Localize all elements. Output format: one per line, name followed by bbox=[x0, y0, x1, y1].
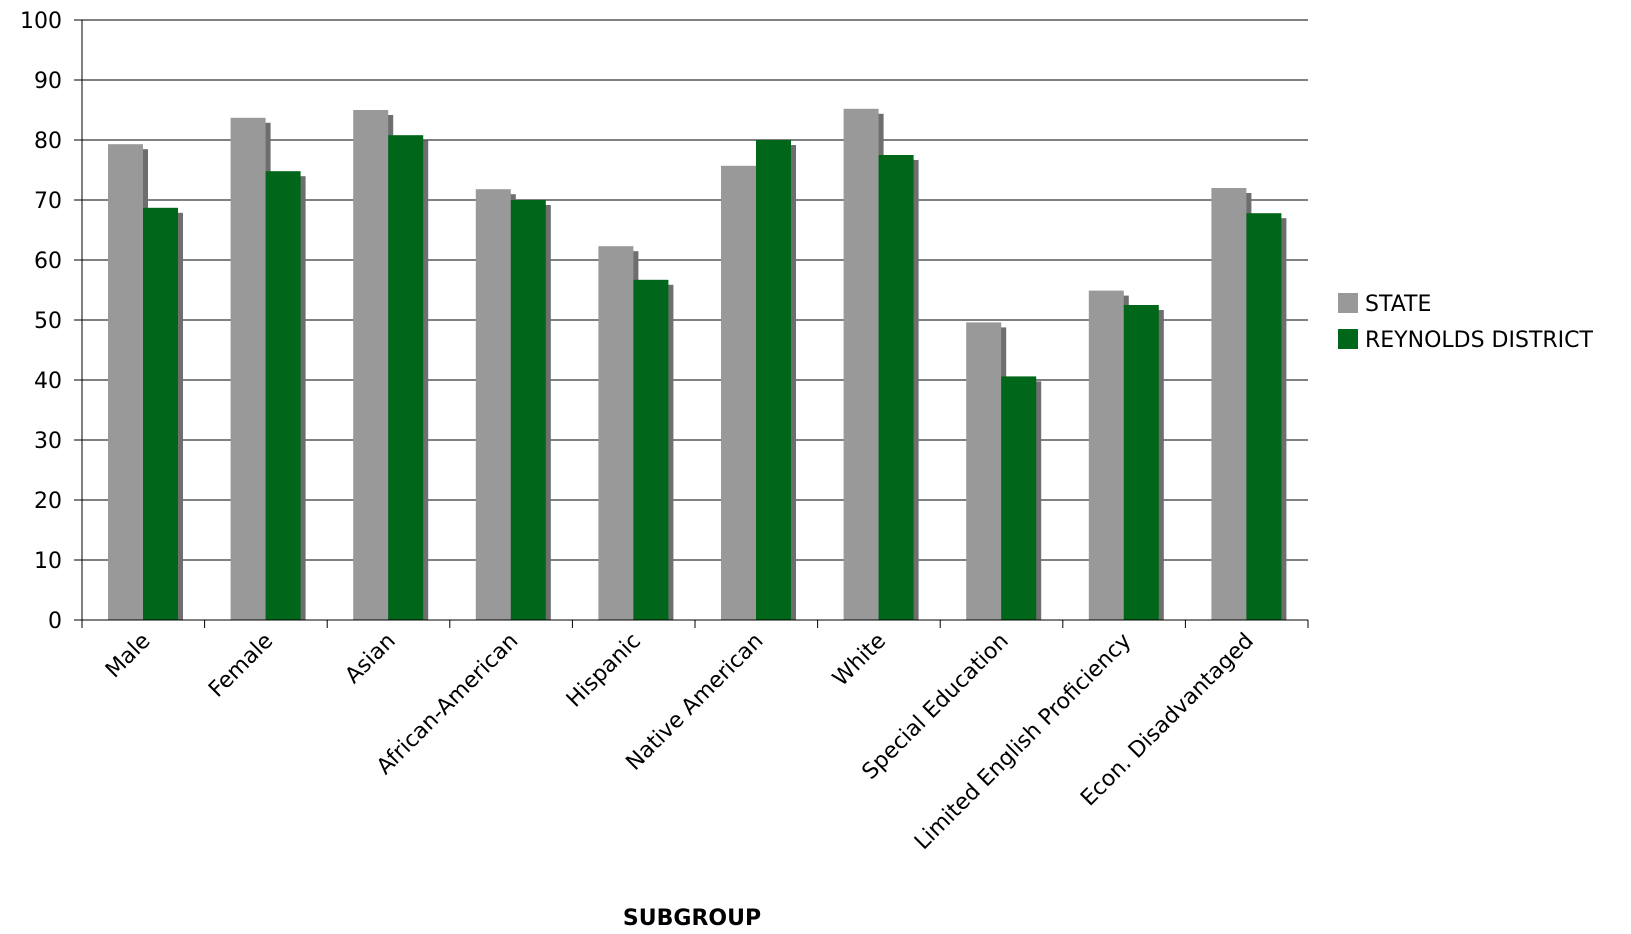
legend: STATE REYNOLDS DISTRICT bbox=[1338, 292, 1594, 353]
legend-swatch bbox=[1338, 293, 1358, 313]
y-tick-labels: 0 10 20 30 40 50 60 70 80 90 100 bbox=[20, 9, 62, 634]
y-tick-label: 90 bbox=[34, 69, 62, 94]
y-tick-label: 20 bbox=[34, 489, 62, 514]
bar-state bbox=[843, 108, 879, 621]
x-tick-label: Limited English Proficiency bbox=[910, 629, 1136, 855]
bar-state bbox=[598, 246, 634, 620]
x-tick-label: Female bbox=[204, 629, 278, 703]
bar-reynolds-district bbox=[1001, 376, 1037, 620]
bar-reynolds-district bbox=[633, 279, 669, 620]
legend-label: REYNOLDS DISTRICT bbox=[1365, 328, 1594, 353]
y-tick-label: 30 bbox=[34, 429, 62, 454]
bar-state bbox=[108, 144, 143, 620]
bar-state bbox=[1088, 290, 1124, 620]
bar-state bbox=[475, 189, 511, 620]
bar-state bbox=[966, 322, 1002, 620]
bar-reynolds-district bbox=[878, 155, 914, 620]
x-tick-label: Male bbox=[101, 629, 156, 684]
bar-reynolds-district bbox=[756, 140, 791, 620]
bar-reynolds-district bbox=[1123, 305, 1159, 620]
bar-state bbox=[721, 165, 756, 621]
y-tick-label: 40 bbox=[34, 369, 62, 394]
bar-reynolds-district bbox=[265, 171, 301, 620]
bar-reynolds-district bbox=[510, 200, 546, 620]
y-tick-label: 0 bbox=[48, 609, 62, 634]
y-tick-label: 60 bbox=[34, 249, 62, 274]
y-tick-label: 10 bbox=[34, 549, 62, 574]
bar-state bbox=[1211, 188, 1247, 620]
bar-reynolds-district bbox=[143, 207, 178, 621]
bar-reynolds-district bbox=[388, 135, 424, 620]
bar-reynolds-district bbox=[1246, 213, 1282, 620]
bar-state bbox=[353, 110, 389, 620]
x-tick-label: White bbox=[828, 629, 891, 692]
y-tick-label: 50 bbox=[34, 309, 62, 334]
axes bbox=[74, 19, 1309, 628]
x-axis-title: SUBGROUP bbox=[623, 906, 761, 930]
x-tick-label: Native American bbox=[622, 629, 769, 776]
y-tick-label: 100 bbox=[20, 9, 62, 34]
y-tick-label: 80 bbox=[34, 129, 62, 154]
bar-state bbox=[230, 117, 266, 621]
y-tick-label: 70 bbox=[34, 189, 62, 214]
x-tick-label: Asian bbox=[341, 629, 401, 689]
legend-swatch bbox=[1338, 329, 1358, 349]
bars bbox=[108, 108, 1287, 621]
legend-label: STATE bbox=[1365, 292, 1431, 317]
x-tick-label: Hispanic bbox=[562, 629, 646, 713]
